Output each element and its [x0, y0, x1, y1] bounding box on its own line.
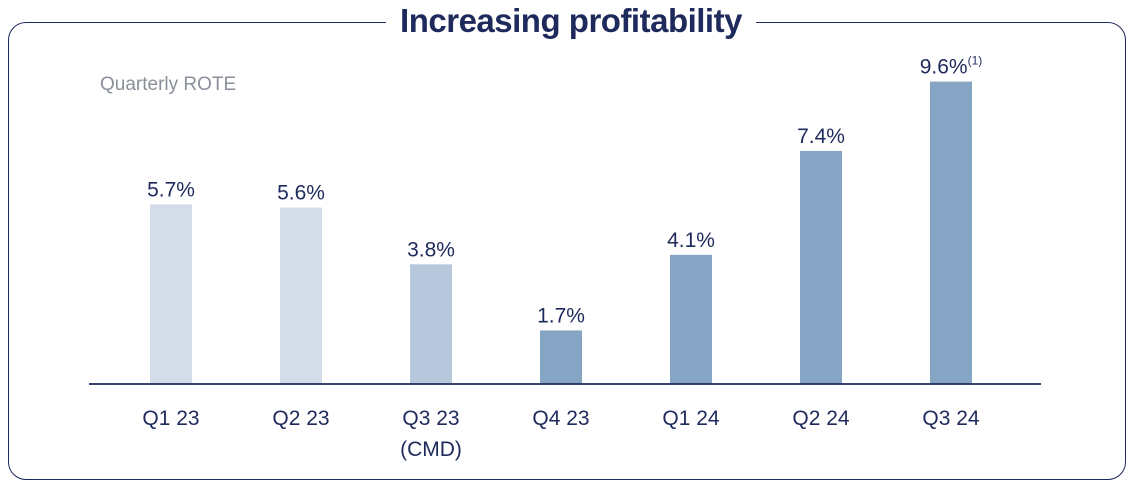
bar-5: [670, 254, 712, 384]
x-tick-label-6: Q2 24: [792, 407, 850, 430]
bar-1: [150, 204, 192, 384]
title-wrap: Increasing profitability: [0, 2, 1142, 40]
bar-6: [800, 150, 842, 384]
bar-3: [410, 264, 452, 384]
x-tick-label-4: Q4 23: [532, 407, 589, 430]
data-label-6: 7.4%: [797, 125, 845, 148]
data-label-1: 5.7%: [147, 178, 195, 201]
chart-title: Increasing profitability: [386, 2, 756, 40]
bar-7: [930, 81, 972, 384]
chart-subtitle: Quarterly ROTE: [100, 74, 237, 95]
x-tick-label-7: Q3 24: [922, 407, 980, 430]
data-label-4: 1.7%: [537, 304, 585, 327]
data-label-3: 3.8%: [407, 238, 455, 261]
x-tick-sublabel-3: (CMD): [400, 438, 462, 461]
x-tick-label-5: Q1 24: [662, 407, 720, 430]
x-tick-label-2: Q2 23: [272, 407, 329, 430]
x-tick-label-1: Q1 23: [142, 407, 199, 430]
data-label-2: 5.6%: [277, 182, 325, 205]
x-tick-label-3: Q3 23: [402, 407, 459, 430]
data-label-5: 4.1%: [667, 229, 715, 252]
bar-4: [540, 330, 582, 384]
footnote-marker: (1): [968, 54, 983, 68]
bar-2: [280, 207, 322, 384]
data-label-7: 9.6%(1): [920, 54, 983, 79]
